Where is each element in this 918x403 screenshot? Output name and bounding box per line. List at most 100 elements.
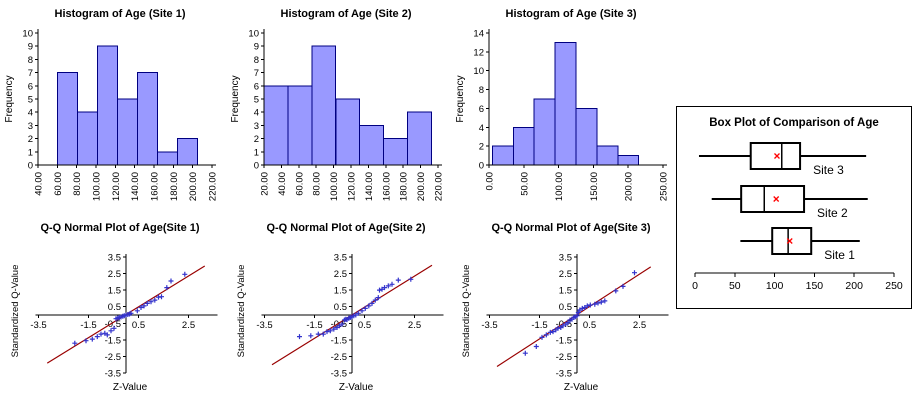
qq-point [327, 328, 333, 334]
hist-ylabel: Frequency [455, 75, 466, 122]
y-tick-label: 2 [28, 134, 33, 145]
y-tick-label: 2 [479, 142, 484, 153]
x-tick-label: -3.5 [256, 320, 272, 331]
box-plot-panel: Box Plot of Comparison of Age Site 3 Site… [676, 106, 912, 309]
y-tick-label: 0.5 [334, 302, 347, 313]
x-tick-label: 100.00 [554, 172, 565, 201]
x-tick-label: 200.00 [188, 172, 199, 201]
hist-bar [575, 107, 598, 166]
hist-bar [136, 72, 158, 166]
y-tick-label: 9 [28, 42, 33, 53]
hist-bar [116, 98, 138, 166]
qq-point [324, 329, 330, 335]
qq-point [111, 325, 117, 331]
y-tick-label: 5 [254, 95, 259, 106]
y-tick-label: 8 [28, 55, 33, 66]
y-tick-label: -0.5 [331, 319, 347, 330]
x-tick-label: -1.5 [80, 320, 96, 331]
x-tick-label: 100.00 [329, 172, 340, 201]
qq-point [385, 283, 391, 289]
qq-point [331, 326, 337, 332]
x-tick-label: 150.00 [589, 172, 600, 201]
x-tick-label: 100.00 [92, 172, 103, 201]
y-tick-label: -0.5 [105, 319, 121, 330]
x-tick-label: 80.00 [72, 172, 83, 196]
x-tick-label: 2.5 [182, 320, 195, 331]
qq-plot-site-3-plot: -3.5 -1.5 0.5 2.53.52.51.50.5-0.5-1.5-2.5-3… [461, 252, 669, 393]
x-tick-label: 2.5 [633, 320, 646, 331]
histogram-site-2-plot: 0 1 2 3 4 5 6 7 8 9 10 20.00 40.00 60.00 80.00 100.00 12… [230, 29, 445, 202]
qq-point [369, 300, 375, 306]
hist-bar [56, 72, 78, 166]
qq-point [128, 310, 134, 316]
qq-point [533, 344, 539, 349]
y-tick-label: 6 [479, 104, 484, 115]
y-tick-label: 2.5 [334, 269, 347, 280]
qq-ylabel: Standardized Q-Value [461, 265, 472, 358]
qq-plot-site-1-panel: Q-Q Normal Plot of Age(Site 1) -3.5 -1.5 0… [2, 216, 228, 402]
histogram-site-3-panel: Histogram of Age (Site 3) 0 2 4 6 8 10 12 14 0.0… [453, 0, 679, 214]
qq-point [395, 277, 401, 283]
qq-point [543, 332, 549, 338]
qq-point [104, 332, 110, 338]
box-iqr [749, 142, 802, 170]
x-tick-label: 200.00 [624, 172, 635, 201]
qq-plot-site-2-plot: -3.5 -1.5 0.5 2.5 3.5 2.5 1.5 0.5 -0.5 -1.5 -2.5 -3… [236, 252, 444, 393]
qq-point [315, 331, 321, 337]
qq-point [72, 340, 78, 346]
hist-bar [177, 138, 198, 166]
qq-point [579, 305, 585, 311]
qq-point [355, 310, 361, 316]
qq-point [577, 307, 583, 313]
axis-tick-label: 200 [845, 280, 863, 292]
y-tick-label: -3.5 [556, 369, 572, 380]
qq-point [592, 301, 598, 307]
hist-bar [157, 151, 178, 166]
qq-point [152, 297, 158, 303]
x-tick-label: 250.00 [659, 172, 670, 201]
y-tick-label: 6 [28, 81, 33, 92]
qq-point [108, 328, 114, 334]
hist-bar [533, 98, 556, 166]
y-tick-label: 12 [473, 47, 484, 58]
qq-point [539, 334, 545, 340]
x-tick-label: 0.5 [583, 320, 596, 331]
y-tick-label: 10 [473, 66, 484, 77]
y-tick-label: 6 [254, 81, 259, 92]
y-tick-label: 4 [254, 108, 259, 119]
y-tick-label: 7 [28, 68, 33, 79]
x-tick-label: 160.00 [150, 172, 161, 201]
qq-point [89, 336, 95, 342]
x-tick-label: 60.00 [294, 172, 305, 196]
y-tick-label: 0 [254, 161, 259, 172]
y-tick-label: 14 [473, 29, 484, 40]
x-tick-label: -1.5 [531, 320, 547, 331]
y-tick-label: 3.5 [334, 252, 347, 263]
x-tick-label: 220.00 [208, 172, 219, 201]
qq-point [159, 294, 164, 300]
box-iqr [771, 227, 813, 255]
box-iqr [740, 185, 806, 213]
histogram-site-3-plot: 0 2 4 6 8 10 12 14 0.00 50.00 100.00 150.00 200.00 25… [455, 29, 670, 202]
x-tick-label: 80.00 [312, 172, 323, 196]
box-plot-title: Box Plot of Comparison of Age [709, 117, 879, 129]
x-tick-label: 0.00 [485, 172, 496, 191]
y-tick-label: 10 [22, 29, 33, 40]
y-tick-label: 2 [254, 134, 259, 145]
x-tick-label: 180.00 [169, 172, 180, 201]
y-tick-label: -3.5 [331, 369, 347, 380]
x-tick-label: 40.00 [34, 172, 45, 196]
hist-ylabel: Frequency [230, 75, 241, 122]
qq-plot-site-1-title: Q-Q Normal Plot of Age(Site 1) [40, 222, 200, 234]
qq-plot-site-3-title: Q-Q Normal Plot of Age(Site 3) [491, 222, 651, 234]
hist-ylabel: Frequency [4, 75, 15, 122]
y-tick-label: 9 [254, 42, 259, 53]
hist-bar [492, 145, 514, 166]
box-plot-chart: Site 3 Site 2 Site 1 0 50 100 150 200 250 [692, 142, 903, 292]
y-tick-label: 0.5 [108, 302, 121, 313]
y-tick-label: 8 [479, 85, 484, 96]
qq-xlabel: Z-Value [564, 382, 599, 393]
histogram-site-2-panel: Histogram of Age (Site 2) 0 1 2 3 4 5 6 7 8 9 10 20… [228, 0, 454, 214]
qq-point [613, 288, 619, 294]
